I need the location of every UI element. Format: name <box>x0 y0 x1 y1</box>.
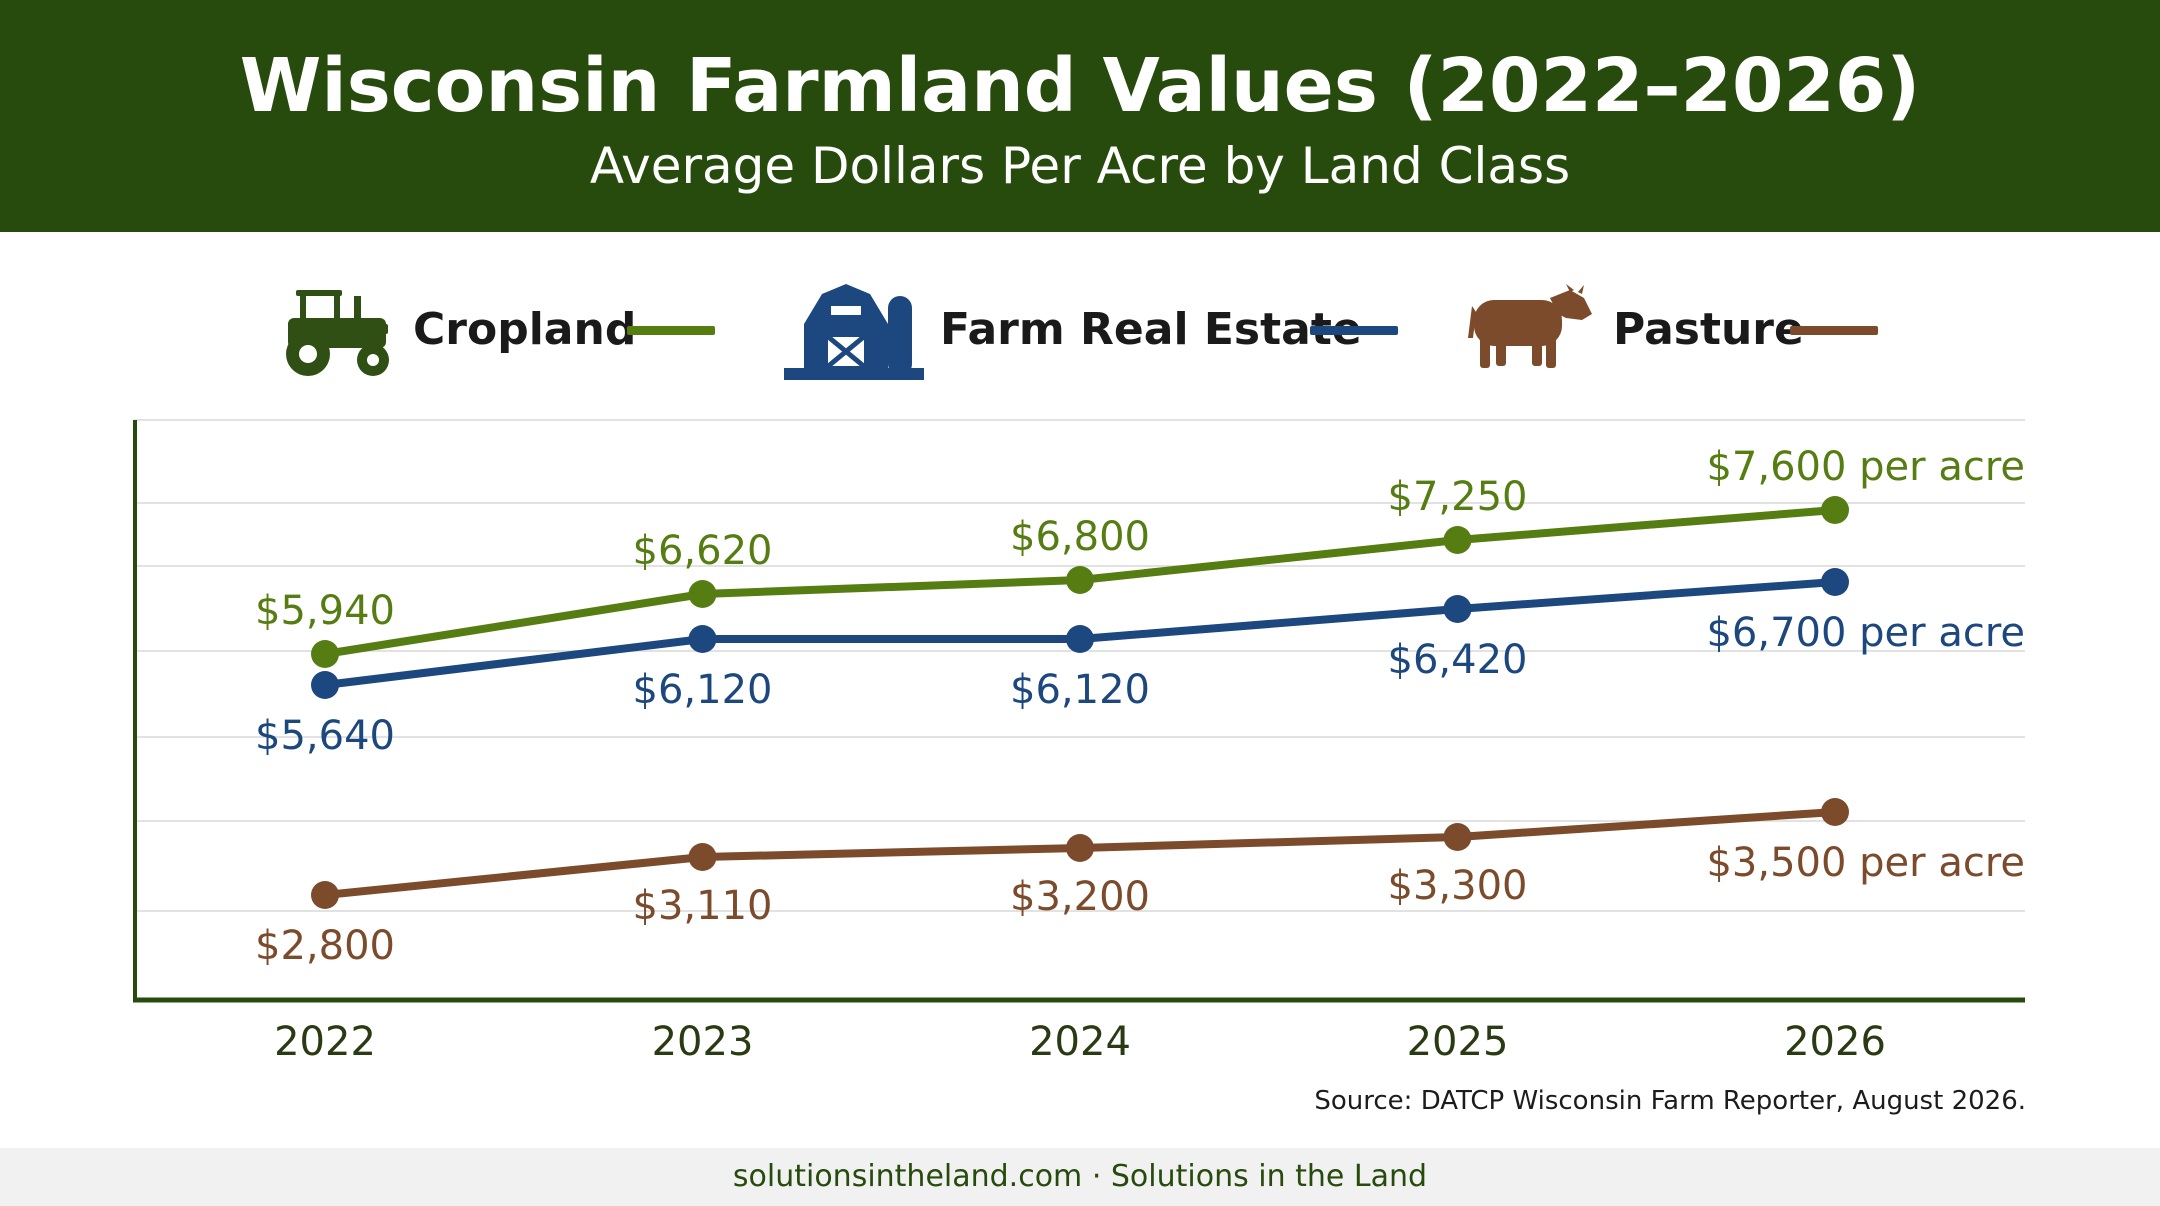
cow-icon <box>1468 284 1592 368</box>
x-tick-label-2026: 2026 <box>1784 1019 1886 1065</box>
data-label-farm-real-estate-2026: $6,700 per acre <box>1706 610 2025 656</box>
header-banner: Wisconsin Farmland Values (2022–2026) Av… <box>0 0 2160 232</box>
chart-title: Wisconsin Farmland Values (2022–2026) <box>239 43 1921 129</box>
data-point-cropland-2024 <box>1066 566 1094 594</box>
data-label-cropland-2024: $6,800 <box>1010 514 1150 560</box>
data-point-cropland-2023 <box>688 580 717 608</box>
legend-label-farm-real-estate: Farm Real Estate <box>940 304 1362 355</box>
data-point-cropland-2025 <box>1443 526 1472 554</box>
legend-swatch-pasture <box>1790 326 1878 335</box>
data-label-farm-real-estate-2023: $6,120 <box>633 667 773 713</box>
data-label-cropland-2025: $7,250 <box>1388 474 1528 520</box>
data-point-cropland-2026 <box>1821 496 1849 524</box>
data-point-farm-real-estate-2026 <box>1821 568 1849 596</box>
data-label-pasture-2026: $3,500 per acre <box>1706 840 2025 886</box>
data-label-pasture-2024: $3,200 <box>1010 874 1150 920</box>
legend-swatch-cropland <box>627 326 715 335</box>
x-tick-label-2022: 2022 <box>274 1019 376 1065</box>
legend-label-pasture: Pasture <box>1613 304 1804 355</box>
data-point-farm-real-estate-2023 <box>688 625 717 653</box>
data-label-pasture-2025: $3,300 <box>1388 863 1528 909</box>
source-note: Source: DATCP Wisconsin Farm Reporter, A… <box>1314 1086 2026 1116</box>
footer-credit: solutionsintheland.com · Solutions in th… <box>0 1148 2160 1206</box>
x-axis-ticks: 2022 2023 2024 2025 2026 <box>274 1019 1886 1065</box>
data-label-cropland-2026: $7,600 per acre <box>1706 444 2025 490</box>
chart-subtitle: Average Dollars Per Acre by Land Class <box>589 137 1571 195</box>
chart-data-points <box>311 496 1849 909</box>
data-label-pasture-2022: $2,800 <box>255 923 395 969</box>
legend-swatch-farm-real-estate <box>1310 326 1398 335</box>
tractor-icon <box>286 290 389 376</box>
data-label-pasture-2023: $3,110 <box>633 883 773 929</box>
x-tick-label-2024: 2024 <box>1029 1019 1131 1065</box>
data-label-farm-real-estate-2022: $5,640 <box>255 713 395 759</box>
data-point-pasture-2025 <box>1443 823 1472 851</box>
data-label-farm-real-estate-2024: $6,120 <box>1010 667 1150 713</box>
line-chart: $5,940 $6,620 $6,800 $7,250 $7,600 per acre $… <box>133 419 2025 1065</box>
data-point-pasture-2022 <box>311 881 339 909</box>
x-tick-label-2025: 2025 <box>1407 1019 1509 1065</box>
data-label-cropland-2022: $5,940 <box>255 588 395 634</box>
data-label-farm-real-estate-2025: $6,420 <box>1388 637 1528 683</box>
data-point-pasture-2026 <box>1821 798 1849 826</box>
legend-label-cropland: Cropland <box>413 304 637 355</box>
data-label-cropland-2023: $6,620 <box>633 528 773 574</box>
data-point-farm-real-estate-2022 <box>311 671 339 699</box>
chart-data-labels: $5,940 $6,620 $6,800 $7,250 $7,600 per acre $… <box>255 444 2025 969</box>
data-point-farm-real-estate-2025 <box>1443 595 1472 623</box>
data-point-farm-real-estate-2024 <box>1066 625 1094 653</box>
data-point-pasture-2024 <box>1066 834 1094 862</box>
x-tick-label-2023: 2023 <box>652 1019 754 1065</box>
data-point-cropland-2022 <box>311 640 339 668</box>
chart-legend: Cropland Farm Real Estate Pasture <box>0 270 2160 390</box>
data-point-pasture-2023 <box>688 843 717 871</box>
barn-icon <box>784 284 924 380</box>
